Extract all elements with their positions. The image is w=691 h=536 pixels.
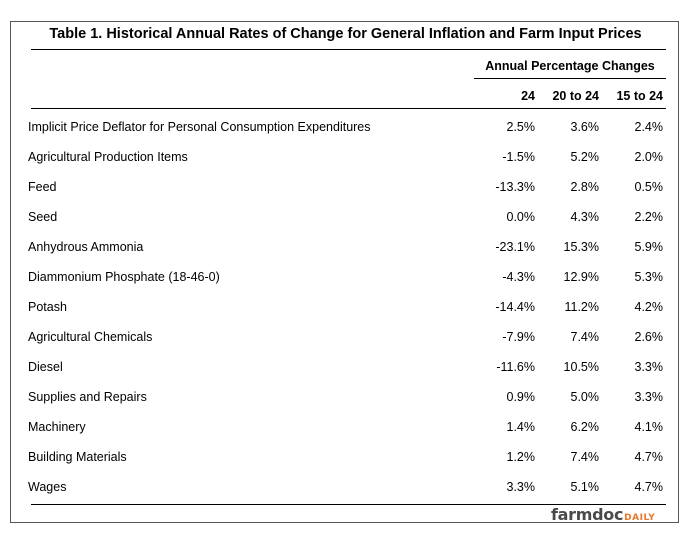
table-row: Agricultural Production Items -1.5% 5.2% 2.… — [0, 150, 691, 180]
row-value-15-to-24: 2.4% — [634, 120, 664, 134]
table-row: Wages 3.3% 5.1% 4.7% — [0, 480, 691, 510]
row-value-24: -11.6% — [496, 360, 535, 374]
table-bottom-divider — [31, 504, 666, 505]
table-row: Implicit Price Deflator for Personal Con… — [0, 120, 691, 150]
row-value-24: 2.5% — [506, 120, 536, 134]
farmdoc-daily-logo: farmdocDAILY — [551, 505, 671, 525]
row-value-24: 0.0% — [506, 210, 536, 224]
row-value-24: -14.4% — [495, 300, 535, 314]
column-header-15-to-24: 15 to 24 — [616, 89, 663, 103]
row-label: Diammonium Phosphate (18-46-0) — [28, 270, 220, 284]
table-row: Seed 0.0% 4.3% 2.2% — [0, 210, 691, 240]
row-value-15-to-24: 0.5% — [634, 180, 664, 194]
row-value-15-to-24: 2.6% — [634, 330, 664, 344]
row-value-20-to-24: 10.5% — [563, 360, 599, 374]
row-value-15-to-24: 3.3% — [634, 390, 664, 404]
row-value-20-to-24: 7.4% — [570, 330, 600, 344]
row-value-24: -4.3% — [502, 270, 535, 284]
row-value-24: -13.3% — [495, 180, 535, 194]
row-value-24: -1.5% — [502, 150, 535, 164]
row-value-20-to-24: 6.2% — [570, 420, 600, 434]
row-label: Implicit Price Deflator for Personal Con… — [28, 120, 371, 134]
row-label: Agricultural Chemicals — [28, 330, 153, 344]
table-row: Anhydrous Ammonia -23.1% 15.3% 5.9% — [0, 240, 691, 270]
row-label: Anhydrous Ammonia — [28, 240, 144, 254]
column-header-24: 24 — [521, 89, 535, 103]
row-value-15-to-24: 5.3% — [634, 270, 664, 284]
table-row: Agricultural Chemicals -7.9% 7.4% 2.6% — [0, 330, 691, 360]
row-value-24: -23.1% — [495, 240, 535, 254]
table-row: Building Materials 1.2% 7.4% 4.7% — [0, 450, 691, 480]
row-label: Agricultural Production Items — [28, 150, 188, 164]
row-value-15-to-24: 4.1% — [634, 420, 664, 434]
table-row: Feed -13.3% 2.8% 0.5% — [0, 180, 691, 210]
row-label: Potash — [28, 300, 67, 314]
logo-main-text: farmdoc — [551, 505, 624, 524]
row-label: Diesel — [28, 360, 63, 374]
row-value-24: 1.4% — [506, 420, 536, 434]
row-value-20-to-24: 4.3% — [570, 210, 600, 224]
row-value-15-to-24: 5.9% — [634, 240, 664, 254]
table-frame — [10, 21, 679, 523]
row-label: Machinery — [28, 420, 86, 434]
row-value-15-to-24: 2.2% — [634, 210, 664, 224]
title-divider — [31, 49, 666, 50]
table-row: Diesel -11.6% 10.5% 3.3% — [0, 360, 691, 390]
logo-suffix-text: DAILY — [624, 513, 656, 523]
table-row: Supplies and Repairs 0.9% 5.0% 3.3% — [0, 390, 691, 420]
row-value-20-to-24: 12.9% — [563, 270, 599, 284]
row-value-20-to-24: 5.2% — [570, 150, 600, 164]
row-value-20-to-24: 15.3% — [563, 240, 599, 254]
table-title: Table 1. Historical Annual Rates of Chan… — [49, 26, 642, 42]
row-value-15-to-24: 4.2% — [634, 300, 664, 314]
row-label: Seed — [28, 210, 58, 224]
group-header-divider — [474, 78, 666, 79]
row-value-20-to-24: 5.0% — [570, 390, 600, 404]
row-value-15-to-24: 4.7% — [634, 450, 664, 464]
row-label: Wages — [28, 480, 67, 494]
row-value-24: 3.3% — [506, 480, 536, 494]
row-value-24: -7.9% — [502, 330, 535, 344]
header-divider — [31, 108, 666, 109]
row-value-20-to-24: 11.2% — [564, 300, 599, 314]
column-group-header: Annual Percentage Changes — [485, 59, 655, 73]
column-header-20-to-24: 20 to 24 — [552, 89, 599, 103]
table-row: Machinery 1.4% 6.2% 4.1% — [0, 420, 691, 450]
row-value-20-to-24: 7.4% — [570, 450, 600, 464]
row-label: Building Materials — [28, 450, 127, 464]
table-row: Potash -14.4% 11.2% 4.2% — [0, 300, 691, 330]
row-value-20-to-24: 3.6% — [570, 120, 600, 134]
row-label: Supplies and Repairs — [28, 390, 147, 404]
table-row: Diammonium Phosphate (18-46-0) -4.3% 12.9%… — [0, 270, 691, 300]
row-value-24: 0.9% — [506, 390, 536, 404]
row-value-20-to-24: 2.8% — [570, 180, 600, 194]
row-value-20-to-24: 5.1% — [570, 480, 600, 494]
row-value-15-to-24: 3.3% — [634, 360, 664, 374]
row-value-24: 1.2% — [506, 450, 536, 464]
row-value-15-to-24: 2.0% — [634, 150, 664, 164]
row-value-15-to-24: 4.7% — [634, 480, 664, 494]
row-label: Feed — [28, 180, 57, 194]
